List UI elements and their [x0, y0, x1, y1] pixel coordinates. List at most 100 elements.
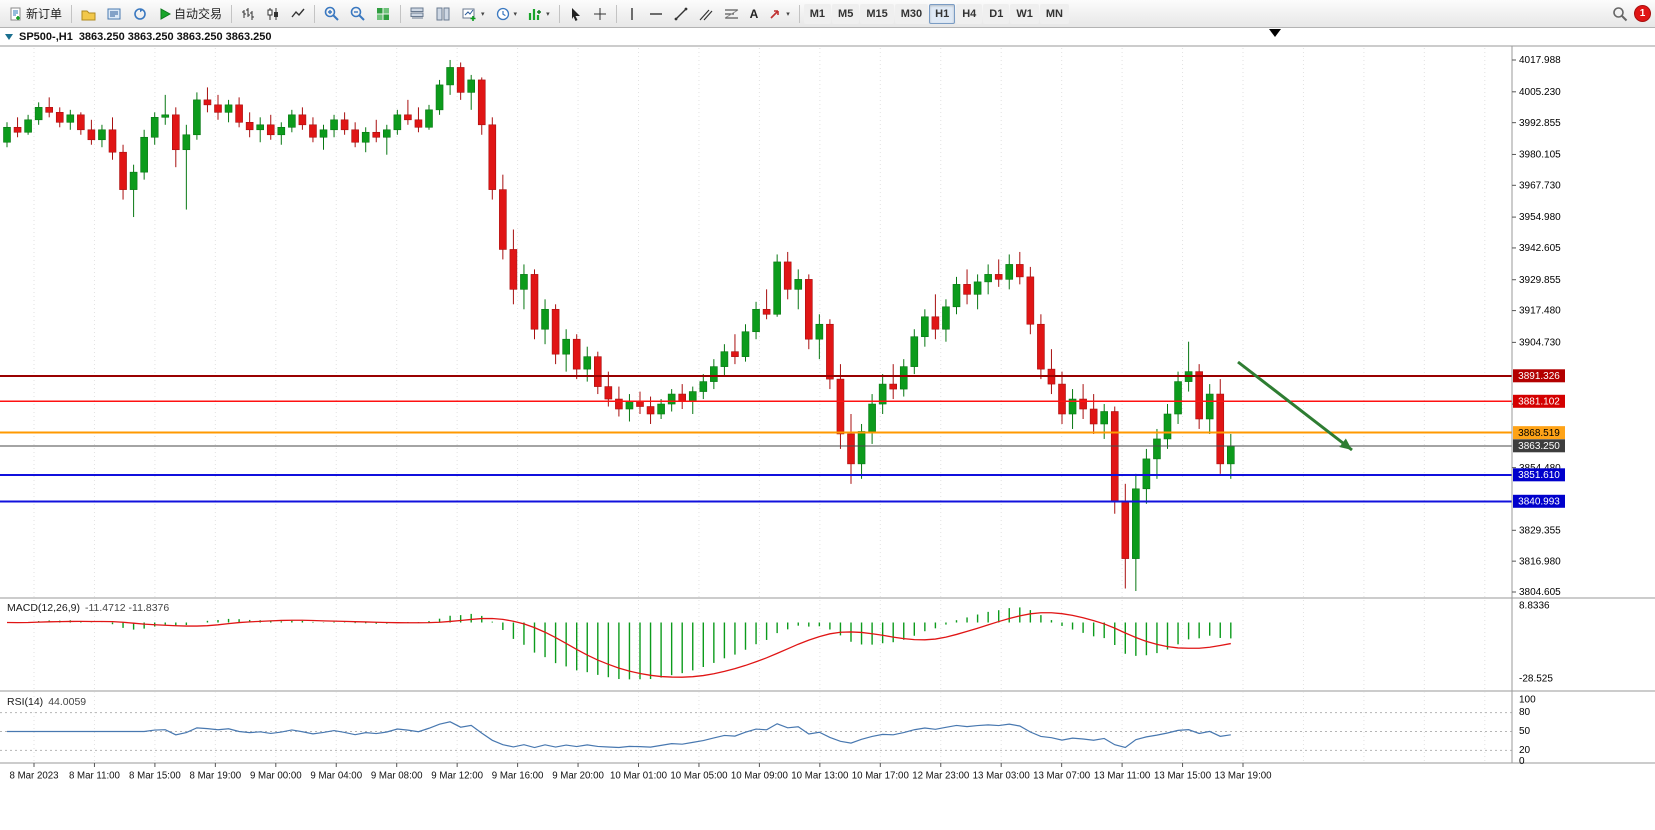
- refresh-button[interactable]: [128, 3, 153, 25]
- arrow-tools-button[interactable]: [764, 3, 795, 25]
- toolbar-separator: [798, 4, 800, 23]
- tile-windows-icon: [377, 7, 390, 20]
- toolbar-separator: [231, 4, 233, 23]
- timeframe-button-h1[interactable]: H1: [929, 3, 956, 24]
- new-order-label: 新订单: [26, 7, 63, 21]
- svg-text:3980.105: 3980.105: [1519, 150, 1561, 161]
- tile-windows-button[interactable]: [371, 3, 396, 25]
- market-watch-button[interactable]: [102, 3, 127, 25]
- new-order-icon: [10, 7, 21, 20]
- svg-text:9 Mar 00:00: 9 Mar 00:00: [250, 771, 302, 782]
- timeframe-button-m1[interactable]: M1: [803, 3, 832, 24]
- trendline-button[interactable]: [669, 3, 693, 25]
- timeframe-button-mn[interactable]: MN: [1039, 3, 1069, 24]
- rsi-label: RSI(14): [7, 696, 44, 708]
- zoom-out-button[interactable]: [345, 3, 370, 25]
- timeframe-button-m15[interactable]: M15: [860, 3, 894, 24]
- channel-icon: [699, 9, 713, 20]
- svg-text:3854.480: 3854.480: [1519, 463, 1561, 474]
- macd-layer: [6, 607, 1232, 680]
- svg-text:9 Mar 16:00: 9 Mar 16:00: [492, 771, 544, 782]
- trendline-icon: [674, 7, 687, 20]
- auto-trading-button[interactable]: 自动交易: [154, 3, 227, 25]
- symbol-title: SP500-,H1: [19, 31, 73, 43]
- indicators-button[interactable]: [523, 3, 555, 25]
- rsi-header: RSI(14) 44.0059: [7, 696, 86, 708]
- crosshair-icon: [593, 7, 606, 20]
- svg-text:3954.980: 3954.980: [1519, 212, 1561, 223]
- bar-chart-button[interactable]: [236, 3, 260, 25]
- svg-text:3868.519: 3868.519: [1518, 428, 1560, 439]
- toolbar-separator: [71, 4, 73, 23]
- horizontal-line-button[interactable]: [644, 3, 668, 25]
- svg-text:3804.605: 3804.605: [1519, 587, 1561, 598]
- toolbar-separator: [314, 4, 316, 23]
- svg-text:8 Mar 15:00: 8 Mar 15:00: [129, 771, 181, 782]
- line-chart-button[interactable]: [286, 3, 310, 25]
- chart-shift-marker[interactable]: [1269, 29, 1281, 37]
- svg-text:10 Mar 09:00: 10 Mar 09:00: [731, 771, 789, 782]
- price-axis[interactable]: 4017.988 4005.230 3992.855 3980.105 3967.730…: [1512, 55, 1561, 767]
- bar-chart-icon: [242, 7, 255, 20]
- trend-arrow-annotation[interactable]: [1237, 360, 1353, 452]
- svg-text:10 Mar 01:00: 10 Mar 01:00: [610, 771, 668, 782]
- svg-text:12 Mar 23:00: 12 Mar 23:00: [912, 771, 970, 782]
- vertical-line-icon: [630, 7, 633, 20]
- timeframe-button-d1[interactable]: D1: [983, 3, 1010, 24]
- svg-text:9 Mar 08:00: 9 Mar 08:00: [371, 771, 423, 782]
- svg-text:3967.730: 3967.730: [1519, 180, 1561, 191]
- periods-button[interactable]: [491, 3, 523, 25]
- crosshair-button[interactable]: [588, 3, 612, 25]
- chart-canvas[interactable]: 4017.988 4005.230 3992.855 3980.105 3967.730…: [0, 28, 1655, 830]
- levels-layer[interactable]: [0, 374, 1512, 503]
- vertical-line-button[interactable]: [621, 3, 643, 25]
- symbol-header: SP500-,H1 3863.250 3863.250 3863.250 386…: [5, 31, 272, 43]
- timeframe-button-h4[interactable]: H4: [956, 3, 983, 24]
- arrange-horizontal-button[interactable]: [405, 3, 430, 25]
- svg-text:8.8336: 8.8336: [1519, 601, 1550, 612]
- svg-text:8 Mar 19:00: 8 Mar 19:00: [189, 771, 241, 782]
- svg-text:3851.610: 3851.610: [1518, 470, 1560, 481]
- svg-text:-28.525: -28.525: [1519, 674, 1553, 685]
- timeframe-button-m30[interactable]: M30: [894, 3, 929, 24]
- search-button[interactable]: [1607, 3, 1633, 25]
- svg-text:10 Mar 17:00: 10 Mar 17:00: [852, 771, 910, 782]
- channel-button[interactable]: [694, 3, 718, 25]
- new-order-button[interactable]: 新订单: [4, 3, 67, 25]
- timeframe-button-m5[interactable]: M5: [832, 3, 860, 24]
- text-tool-button[interactable]: A: [745, 3, 764, 25]
- play-icon: [160, 7, 172, 20]
- charts-profile-button[interactable]: [76, 3, 101, 25]
- svg-text:100: 100: [1519, 695, 1536, 706]
- svg-text:9 Mar 12:00: 9 Mar 12:00: [431, 771, 483, 782]
- fibonacci-button[interactable]: [719, 3, 744, 25]
- notification-badge[interactable]: 1: [1634, 5, 1651, 22]
- svg-text:3816.980: 3816.980: [1519, 556, 1561, 567]
- svg-text:8 Mar 11:00: 8 Mar 11:00: [69, 771, 121, 782]
- arrange-vertical-button[interactable]: [431, 3, 456, 25]
- svg-text:13 Mar 07:00: 13 Mar 07:00: [1033, 771, 1091, 782]
- svg-text:13 Mar 11:00: 13 Mar 11:00: [1094, 771, 1151, 782]
- new-chart-button[interactable]: [457, 3, 490, 25]
- arrange-vertical-icon: [436, 7, 450, 20]
- svg-text:9 Mar 20:00: 9 Mar 20:00: [552, 771, 604, 782]
- timeframe-button-w1[interactable]: W1: [1010, 3, 1039, 24]
- toolbar-separator: [558, 4, 560, 23]
- macd-values: -11.4712 -11.8376: [84, 602, 170, 614]
- svg-text:3829.355: 3829.355: [1519, 525, 1561, 536]
- svg-text:3881.102: 3881.102: [1518, 396, 1560, 407]
- cursor-button[interactable]: [564, 3, 587, 25]
- svg-text:3840.993: 3840.993: [1518, 496, 1560, 507]
- search-icon: [1613, 6, 1628, 21]
- svg-text:13 Mar 15:00: 13 Mar 15:00: [1154, 771, 1212, 782]
- svg-text:3917.480: 3917.480: [1519, 306, 1561, 317]
- symbol-menu-icon[interactable]: [5, 34, 13, 40]
- zoom-in-button[interactable]: [319, 3, 344, 25]
- arrange-horizontal-icon: [410, 7, 424, 18]
- horizontal-line-icon: [649, 12, 662, 15]
- toolbar: 新订单 自动交易: [0, 0, 1655, 28]
- candlestick-chart-button[interactable]: [261, 3, 285, 25]
- folder-icon: [81, 10, 96, 20]
- toolbar-separator: [400, 4, 402, 23]
- time-axis[interactable]: 8 Mar 2023 8 Mar 11:00 8 Mar 15:00 8 Mar 19…: [9, 763, 1272, 782]
